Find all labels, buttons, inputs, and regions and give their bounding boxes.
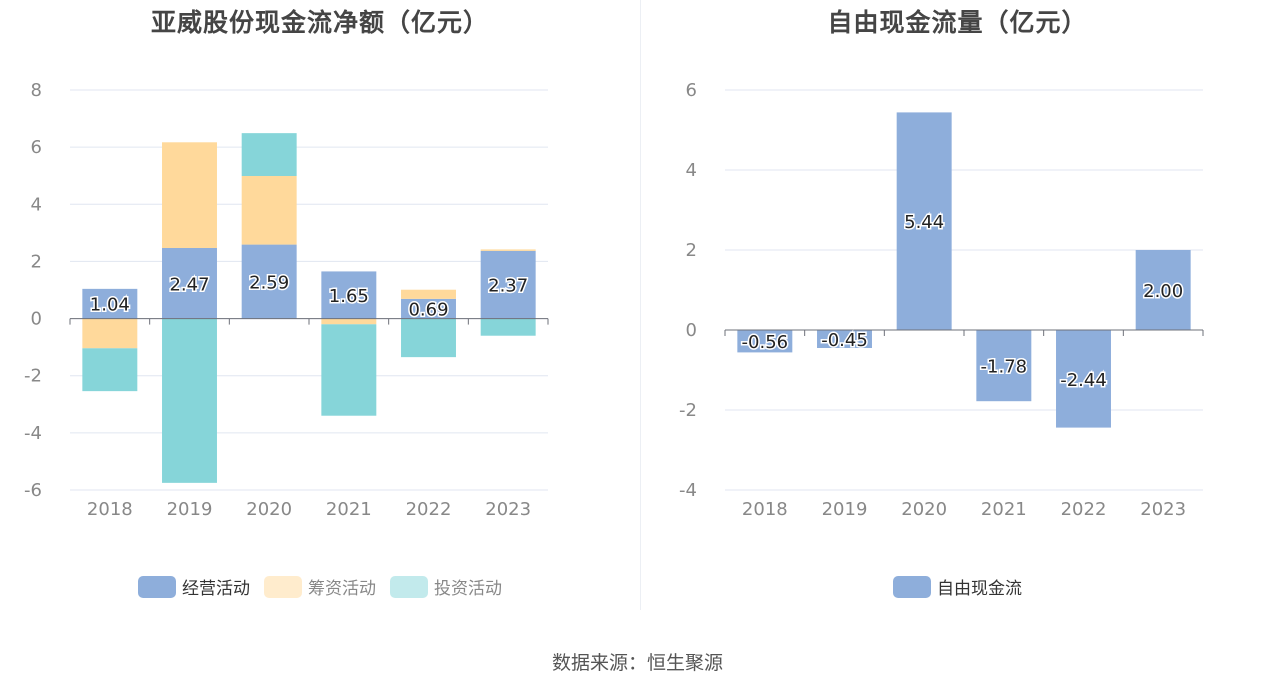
value-label: -2.44 xyxy=(1060,370,1107,391)
y-tick-label: 2 xyxy=(686,240,697,261)
y-tick-label: 6 xyxy=(31,137,42,158)
y-tick-label: -4 xyxy=(24,423,42,444)
y-tick-label: -4 xyxy=(679,480,697,501)
y-tick-label: -6 xyxy=(24,480,42,501)
bar-筹资活动-2019 xyxy=(162,142,217,248)
bar-经营活动-2022 xyxy=(401,298,456,319)
value-label: 1.04 xyxy=(90,295,130,316)
cash-flow-chart: 8 6 4 2 0 -2 -4 -6 2018 2019 2020 2021 2022 2023 1.04 2… xyxy=(24,80,549,520)
chart-title-free-cash-flow: 自由现金流量（亿元） xyxy=(827,8,1088,37)
free-cash-flow-chart: 6 4 2 0 -2 -4 2018 2019 2020 2021 2022 2023 -0.56 -0.… xyxy=(679,80,1204,520)
legend-swatch xyxy=(138,575,176,598)
x-tick-label: 2023 xyxy=(485,499,531,520)
chart-divider xyxy=(640,0,641,610)
x-tick-label: 2019 xyxy=(167,499,213,520)
value-label: -1.78 xyxy=(981,357,1028,378)
legend-item-投资活动[interactable]: 投资活动 xyxy=(390,574,502,599)
x-tick-label: 2022 xyxy=(406,499,452,520)
y-tick-label: 4 xyxy=(686,160,697,181)
legend-item-自由现金流[interactable]: 自由现金流 xyxy=(893,574,1022,599)
value-label: -0.56 xyxy=(742,332,789,353)
y-tick-label: -2 xyxy=(679,400,697,421)
bar-自由现金流-2022 xyxy=(1056,330,1111,428)
x-tick-label: 2021 xyxy=(326,499,372,520)
legend-item-筹资活动[interactable]: 筹资活动 xyxy=(264,574,376,599)
value-label: 2.59 xyxy=(249,273,289,294)
x-tick-label: 2018 xyxy=(742,499,788,520)
bar-投资活动-2022 xyxy=(401,318,456,358)
bar-自由现金流-2020 xyxy=(896,112,952,331)
y-tick-label: 0 xyxy=(686,320,697,341)
legend-swatch xyxy=(893,575,931,598)
bar-投资活动-2019 xyxy=(162,318,217,483)
chart-title-cash-flow: 亚威股份现金流净额（亿元） xyxy=(150,8,489,37)
y-tick-label: 2 xyxy=(31,251,42,272)
bar-投资活动-2023 xyxy=(480,318,536,336)
bar-经营活动-2020 xyxy=(241,244,297,319)
bar-经营活动-2021 xyxy=(321,271,377,319)
bar-筹资活动-2023 xyxy=(480,249,536,251)
y-tick-label: 0 xyxy=(31,309,42,330)
bar-投资活动-2020 xyxy=(241,133,297,176)
x-tick-label: 2018 xyxy=(87,499,133,520)
bar-筹资活动-2022 xyxy=(401,289,456,299)
bar-自由现金流-2021 xyxy=(976,330,1032,402)
legend-label: 经营活动 xyxy=(182,579,250,599)
bar-自由现金流-2023 xyxy=(1135,250,1191,330)
bar-经营活动-2023 xyxy=(480,250,536,319)
value-label: 0.69 xyxy=(408,300,448,321)
bar-经营活动-2018 xyxy=(82,288,138,319)
data-source: 数据来源：恒生聚源 xyxy=(551,652,723,674)
bar-筹资活动-2020 xyxy=(241,176,297,245)
bar-筹资活动-2021 xyxy=(321,318,377,325)
value-label: 5.44 xyxy=(904,212,944,233)
legend-item-经营活动[interactable]: 经营活动 xyxy=(138,574,250,599)
x-tick-label: 2019 xyxy=(822,499,868,520)
bar-筹资活动-2018 xyxy=(82,318,138,349)
y-tick-label: 6 xyxy=(686,80,697,101)
x-tick-label: 2020 xyxy=(901,499,947,520)
free-cash-flow-legend: 自由现金流 xyxy=(640,574,1275,599)
x-tick-label: 2020 xyxy=(246,499,292,520)
x-tick-label: 2021 xyxy=(981,499,1027,520)
value-label: 1.65 xyxy=(329,286,369,307)
legend-label: 自由现金流 xyxy=(937,579,1022,599)
legend-swatch xyxy=(390,575,428,598)
bar-自由现金流-2018 xyxy=(737,330,793,353)
value-label: 2.37 xyxy=(488,276,528,297)
value-label: -0.45 xyxy=(821,330,868,351)
legend-label: 筹资活动 xyxy=(308,579,376,599)
value-label: 2.00 xyxy=(1143,281,1183,302)
y-tick-label: 8 xyxy=(31,80,42,101)
x-tick-label: 2022 xyxy=(1061,499,1107,520)
bar-自由现金流-2019 xyxy=(817,330,872,348)
legend-label: 投资活动 xyxy=(434,579,502,599)
y-tick-label: -2 xyxy=(24,366,42,387)
bar-投资活动-2021 xyxy=(321,324,377,416)
bar-投资活动-2018 xyxy=(82,348,138,392)
y-tick-label: 4 xyxy=(31,194,42,215)
bar-经营活动-2019 xyxy=(162,248,217,319)
cash-flow-legend: 经营活动 筹资活动 投资活动 xyxy=(0,574,640,599)
value-label: 2.47 xyxy=(169,274,209,295)
legend-swatch xyxy=(264,575,302,598)
x-tick-label: 2023 xyxy=(1140,499,1186,520)
